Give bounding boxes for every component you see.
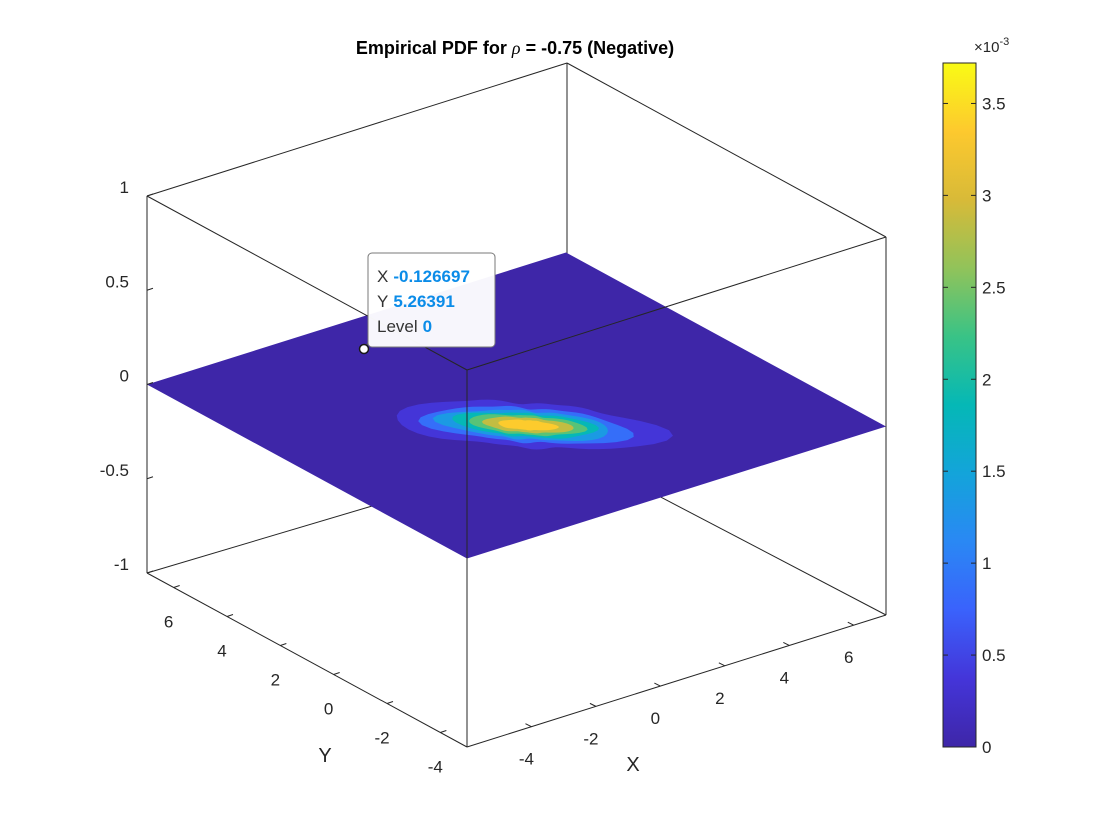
z-tick-label: 1 bbox=[120, 178, 129, 197]
title-part-before: Empirical PDF for bbox=[356, 38, 512, 58]
z-tick-label: 0.5 bbox=[105, 272, 129, 291]
x-tick-mark bbox=[718, 662, 726, 667]
x-tick-mark bbox=[654, 682, 661, 687]
x-axis-line bbox=[466, 614, 887, 748]
y-axis-ticks: -4 -2 0 2 4 6 bbox=[164, 585, 447, 777]
datatip-x-key: X bbox=[377, 267, 388, 286]
x-tick-label: 2 bbox=[715, 689, 724, 708]
colorbar bbox=[942, 62, 977, 748]
y-tick-label: 0 bbox=[324, 700, 333, 719]
colorbar-exponent-base: ×10 bbox=[974, 39, 999, 56]
chart-title: Empirical PDF for ρ = -0.75 (Negative) bbox=[356, 38, 674, 58]
datatip-level-row: Level 0 bbox=[377, 317, 432, 336]
colorbar-tick-label: 2.5 bbox=[982, 278, 1006, 297]
x-tick-label: -4 bbox=[519, 750, 534, 769]
axes-box-front bbox=[146, 62, 887, 748]
x-tick-mark bbox=[589, 702, 597, 707]
z-axis-ticks: -1 -0.5 0 0.5 1 bbox=[100, 178, 154, 574]
y-tick-label: 2 bbox=[271, 671, 280, 690]
datatip-marker[interactable] bbox=[358, 343, 370, 355]
x-tick-label: 4 bbox=[780, 668, 789, 687]
colorbar-ticks: 0 0.5 1 1.5 2 2.5 3 3.5 bbox=[943, 94, 1006, 757]
datatip[interactable]: X -0.126697 Y 5.26391 Level 0 bbox=[358, 252, 496, 355]
y-axis-label: Y bbox=[318, 745, 331, 767]
x-tick-label: -2 bbox=[583, 729, 598, 748]
datatip-level-value: 0 bbox=[423, 317, 432, 336]
y-tick-mark bbox=[226, 614, 234, 617]
x-tick-mark bbox=[783, 642, 790, 646]
y-tick-label: -4 bbox=[428, 758, 443, 777]
datatip-x-row: X -0.126697 bbox=[377, 267, 470, 286]
z-tick-label: 0 bbox=[120, 367, 129, 386]
z-tick-mark bbox=[146, 193, 154, 197]
colorbar-tick-label: 0 bbox=[982, 738, 991, 757]
colorbar-exponent: ×10-3 bbox=[974, 36, 1009, 56]
box-edge-top-left-back bbox=[146, 62, 568, 197]
title-part-after: = -0.75 (Negative) bbox=[521, 38, 675, 58]
colorbar-tick-label: 1 bbox=[982, 554, 991, 573]
colorbar-tick-label: 3.5 bbox=[982, 94, 1006, 113]
x-tick-mark bbox=[525, 723, 532, 728]
y-tick-label: 6 bbox=[164, 613, 173, 632]
colorbar-tick-label: 1.5 bbox=[982, 462, 1006, 481]
datatip-y-key: Y bbox=[377, 292, 388, 311]
x-tick-label: 0 bbox=[651, 709, 660, 728]
z-tick-mark bbox=[146, 287, 154, 291]
datatip-y-value: 5.26391 bbox=[393, 292, 454, 311]
x-tick-mark bbox=[847, 621, 854, 626]
colorbar-tick-label: 0.5 bbox=[982, 646, 1006, 665]
y-tick-mark bbox=[333, 672, 340, 675]
y-tick-mark bbox=[280, 643, 287, 646]
colorbar-exponent-power: -3 bbox=[999, 36, 1009, 48]
y-tick-label: 4 bbox=[217, 642, 226, 661]
box-edge-top-right-back bbox=[566, 62, 887, 238]
z-tick-label: -0.5 bbox=[100, 461, 129, 480]
datatip-box bbox=[367, 252, 496, 348]
x-axis-label: X bbox=[626, 754, 639, 776]
y-tick-mark bbox=[173, 585, 180, 588]
datatip-y-row: Y 5.26391 bbox=[377, 292, 455, 311]
x-axis-ticks: -4 -2 0 2 4 6 bbox=[519, 621, 854, 769]
contour-surface bbox=[147, 252, 886, 559]
colorbar-tick-label: 3 bbox=[982, 186, 991, 205]
box-edge-top-right-front bbox=[466, 236, 887, 371]
contour-band-level-6 bbox=[498, 419, 559, 431]
z-tick-label: -1 bbox=[114, 555, 129, 574]
y-axis-line bbox=[146, 572, 468, 748]
y-tick-mark bbox=[440, 730, 447, 733]
datatip-level-key: Level bbox=[377, 317, 418, 336]
y-tick-label: -2 bbox=[374, 729, 389, 748]
title-rho-symbol: ρ bbox=[511, 38, 521, 58]
datatip-x-value: -0.126697 bbox=[393, 267, 470, 286]
z-tick-mark bbox=[146, 382, 154, 385]
x-tick-label: 6 bbox=[844, 648, 853, 667]
colorbar-tick-label: 2 bbox=[982, 370, 991, 389]
z-tick-mark bbox=[146, 570, 154, 574]
z-tick-mark bbox=[146, 476, 154, 480]
y-tick-mark bbox=[386, 701, 394, 704]
